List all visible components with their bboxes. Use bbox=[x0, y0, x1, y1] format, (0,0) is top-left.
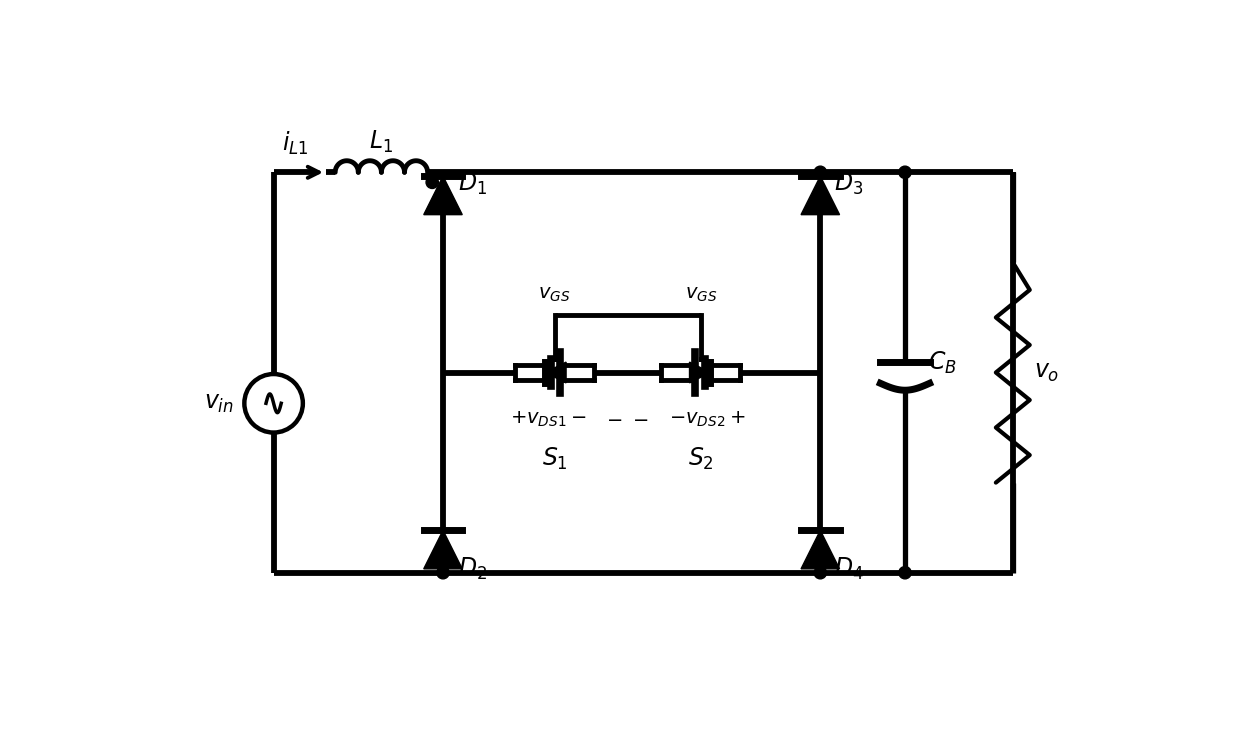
Text: $v_{in}$: $v_{in}$ bbox=[203, 391, 233, 415]
Text: $+v_{DS1}-$: $+v_{DS1}-$ bbox=[511, 410, 587, 429]
Polygon shape bbox=[546, 362, 567, 383]
Text: $-v_{DS2}+$: $-v_{DS2}+$ bbox=[668, 410, 745, 429]
Text: $D_3$: $D_3$ bbox=[835, 171, 863, 197]
Circle shape bbox=[815, 166, 827, 178]
Text: $D_4$: $D_4$ bbox=[835, 556, 864, 582]
Text: $-\ -$: $-\ -$ bbox=[606, 410, 650, 428]
Polygon shape bbox=[801, 531, 839, 569]
Text: $D_2$: $D_2$ bbox=[459, 556, 487, 582]
Polygon shape bbox=[689, 362, 711, 383]
Polygon shape bbox=[801, 176, 839, 215]
Circle shape bbox=[899, 566, 911, 579]
Circle shape bbox=[436, 566, 449, 579]
Text: $v_{GS}$: $v_{GS}$ bbox=[538, 285, 570, 304]
Circle shape bbox=[427, 176, 439, 188]
Text: $L_1$: $L_1$ bbox=[370, 129, 393, 155]
Text: $i_{L1}$: $i_{L1}$ bbox=[281, 130, 309, 157]
Polygon shape bbox=[424, 531, 463, 569]
Text: $S_1$: $S_1$ bbox=[542, 446, 568, 472]
Circle shape bbox=[815, 566, 827, 579]
Text: $D_1$: $D_1$ bbox=[459, 171, 487, 197]
Text: $v_o$: $v_o$ bbox=[1034, 361, 1060, 385]
Text: $v_{GS}$: $v_{GS}$ bbox=[684, 285, 717, 304]
Polygon shape bbox=[424, 176, 463, 215]
Text: $S_2$: $S_2$ bbox=[688, 446, 714, 472]
Text: $C_B$: $C_B$ bbox=[928, 350, 957, 377]
Circle shape bbox=[899, 166, 911, 178]
